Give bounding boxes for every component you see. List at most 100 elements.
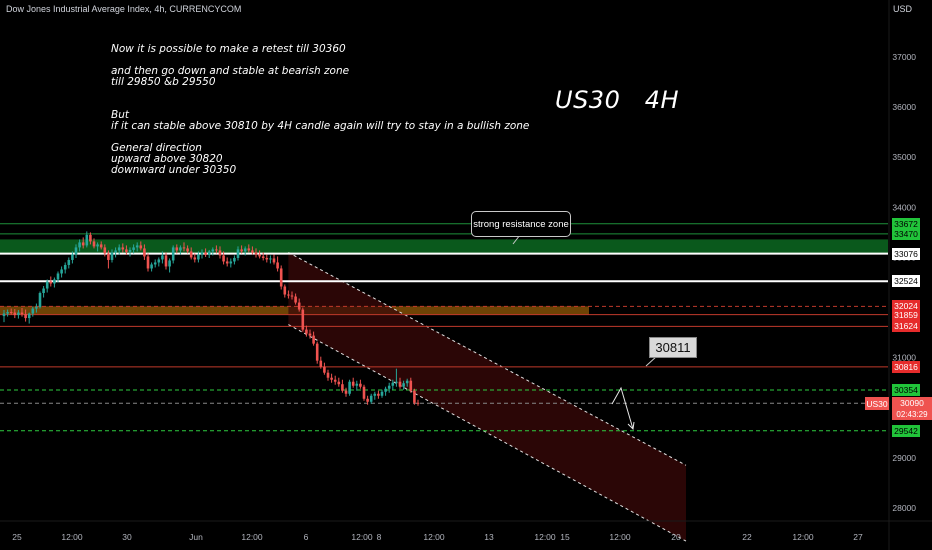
note-line (111, 99, 471, 110)
symbol-tag: US30 (865, 397, 889, 410)
candle-body (186, 248, 189, 252)
candle-body (179, 247, 182, 251)
candle-body (45, 281, 49, 289)
note-line: and then go down and stable at bearish z… (111, 65, 350, 77)
candle-body (168, 260, 171, 267)
candle-body (251, 250, 254, 253)
candle-body (49, 281, 53, 284)
candle-body (384, 388, 387, 392)
candle-body (222, 255, 225, 262)
candle-body (42, 288, 45, 294)
x-tick-label: 12:00 (423, 532, 445, 542)
candle-body (193, 257, 197, 260)
candle-body (326, 372, 330, 378)
candle-body (161, 255, 164, 260)
candle-body (146, 256, 150, 269)
candle-body (207, 251, 211, 255)
candle-body (395, 381, 398, 383)
price-tag-31624: 31624 (892, 320, 920, 333)
note-line: General direction (111, 142, 202, 154)
resistance-callout[interactable]: strong resistance zone (471, 211, 571, 237)
candle-body (233, 257, 236, 262)
candle-body (121, 247, 125, 250)
y-tick-label: 35000 (892, 152, 916, 162)
candle-body (229, 261, 233, 264)
candle-body (197, 254, 200, 260)
y-tick-label: 34000 (892, 202, 916, 212)
bearish-channel (288, 252, 686, 542)
candle-body (67, 259, 71, 265)
note-line: upward above 30820 (111, 153, 223, 165)
candle-body (99, 244, 103, 248)
resistance-zone (0, 239, 888, 254)
candle-body (107, 253, 110, 260)
candle-body (279, 268, 283, 287)
x-tick-label: 12:00 (61, 532, 83, 542)
candle-body (269, 258, 272, 260)
candle-body (366, 398, 369, 402)
candle-body (189, 251, 193, 258)
candle-body (351, 381, 355, 386)
price-label-30811[interactable]: 30811 (649, 337, 697, 358)
candle-body (413, 390, 416, 403)
candle-body (373, 393, 377, 396)
candle-body (402, 383, 405, 387)
price-tag-33470: 33470 (892, 227, 920, 240)
note-line: till 29850 &b 29550 (111, 76, 216, 88)
candle-body (96, 244, 99, 247)
y-tick-label: 37000 (892, 52, 916, 62)
candle-body (355, 383, 359, 386)
x-tick-label: 6 (304, 532, 309, 542)
candle-body (215, 249, 218, 251)
candle-body (341, 384, 344, 391)
candle-body (35, 307, 38, 309)
candle-body (157, 259, 161, 263)
candle-body (200, 252, 204, 255)
candle-body (139, 245, 143, 249)
candle-body (359, 383, 362, 387)
candle-body (125, 249, 128, 252)
candle-body (71, 254, 74, 260)
candle-body (405, 380, 409, 384)
candle-body (409, 380, 413, 391)
candle-body (315, 343, 319, 361)
candle-body (204, 252, 207, 255)
candle-body (164, 255, 168, 267)
candle-body (312, 335, 315, 344)
y-tick-label: 29000 (892, 453, 916, 463)
candle-body (117, 247, 121, 251)
x-tick-label: 20 (671, 532, 681, 542)
x-tick-label: 12:00 (609, 532, 631, 542)
candle-body (301, 309, 305, 330)
candle-body (114, 250, 117, 253)
candle-body (74, 247, 78, 255)
note-line: downward under 30350 (111, 164, 237, 176)
candle-body (17, 312, 20, 316)
candle-body (175, 247, 179, 251)
candle-body (387, 385, 391, 389)
candle-body (31, 308, 35, 314)
candle-body (276, 262, 279, 269)
candle-body (128, 249, 132, 252)
candle-body (247, 248, 251, 251)
x-tick-label: 12:00 (351, 532, 373, 542)
candle-body (78, 242, 81, 248)
analysis-note: Now it is possible to make a retest till… (111, 43, 529, 176)
candle-body (265, 257, 269, 260)
candle-body (63, 264, 67, 270)
candle-body (60, 269, 63, 274)
arrowhead (627, 421, 635, 431)
candle-body (2, 313, 6, 317)
price-tag-33672: 33672 (892, 217, 920, 230)
candle-body (20, 312, 24, 315)
candle-body (258, 254, 261, 257)
note-line: Now it is possible to make a retest till… (111, 43, 346, 55)
x-tick-label: 25 (12, 532, 22, 542)
candle-body (56, 273, 60, 280)
x-tick-label: 8 (377, 532, 382, 542)
candle-body (110, 252, 114, 260)
x-tick-label: 12:00 (534, 532, 556, 542)
x-tick-label: 12:00 (792, 532, 814, 542)
candle-body (153, 262, 157, 265)
